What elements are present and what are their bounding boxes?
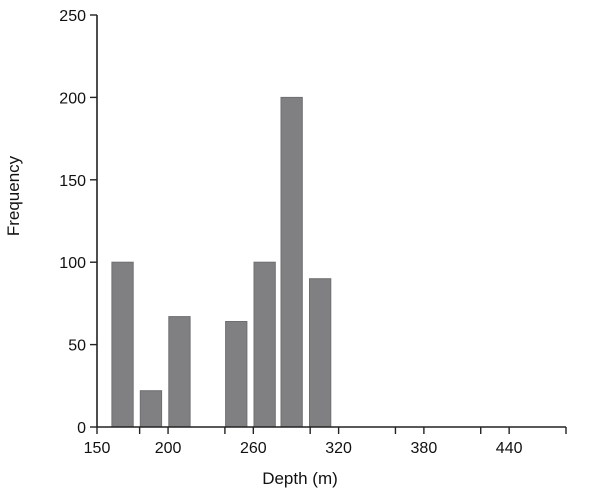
x-tick-label-260: 260 [240,440,267,457]
x-tick-label-150: 150 [84,440,111,457]
x-tick-label-380: 380 [411,440,438,457]
bar-5 [280,96,303,428]
y-tick-label-150: 150 [59,173,86,190]
bar-0 [111,261,134,428]
bar-1 [139,390,163,428]
x-tick-label-440: 440 [496,440,523,457]
bar-3 [225,321,248,428]
bars-group [111,96,332,428]
bar-2 [168,316,191,428]
y-tick-label-0: 0 [77,420,86,437]
y-tick-label-50: 50 [68,338,86,355]
y-tick-label-200: 200 [59,90,86,107]
y-tick-label-250: 250 [59,8,86,25]
bar-4 [253,261,276,428]
x-axis-title: Depth (m) [262,469,338,488]
x-tick-label-200: 200 [155,440,182,457]
bar-6 [309,278,332,428]
y-tick-label-100: 100 [59,255,86,272]
y-axis-title: Frequency [4,155,23,236]
x-tick-label-320: 320 [325,440,352,457]
axes-group: 0 50 100 150 200 250 150 200 260 320 380 440 [59,8,567,457]
